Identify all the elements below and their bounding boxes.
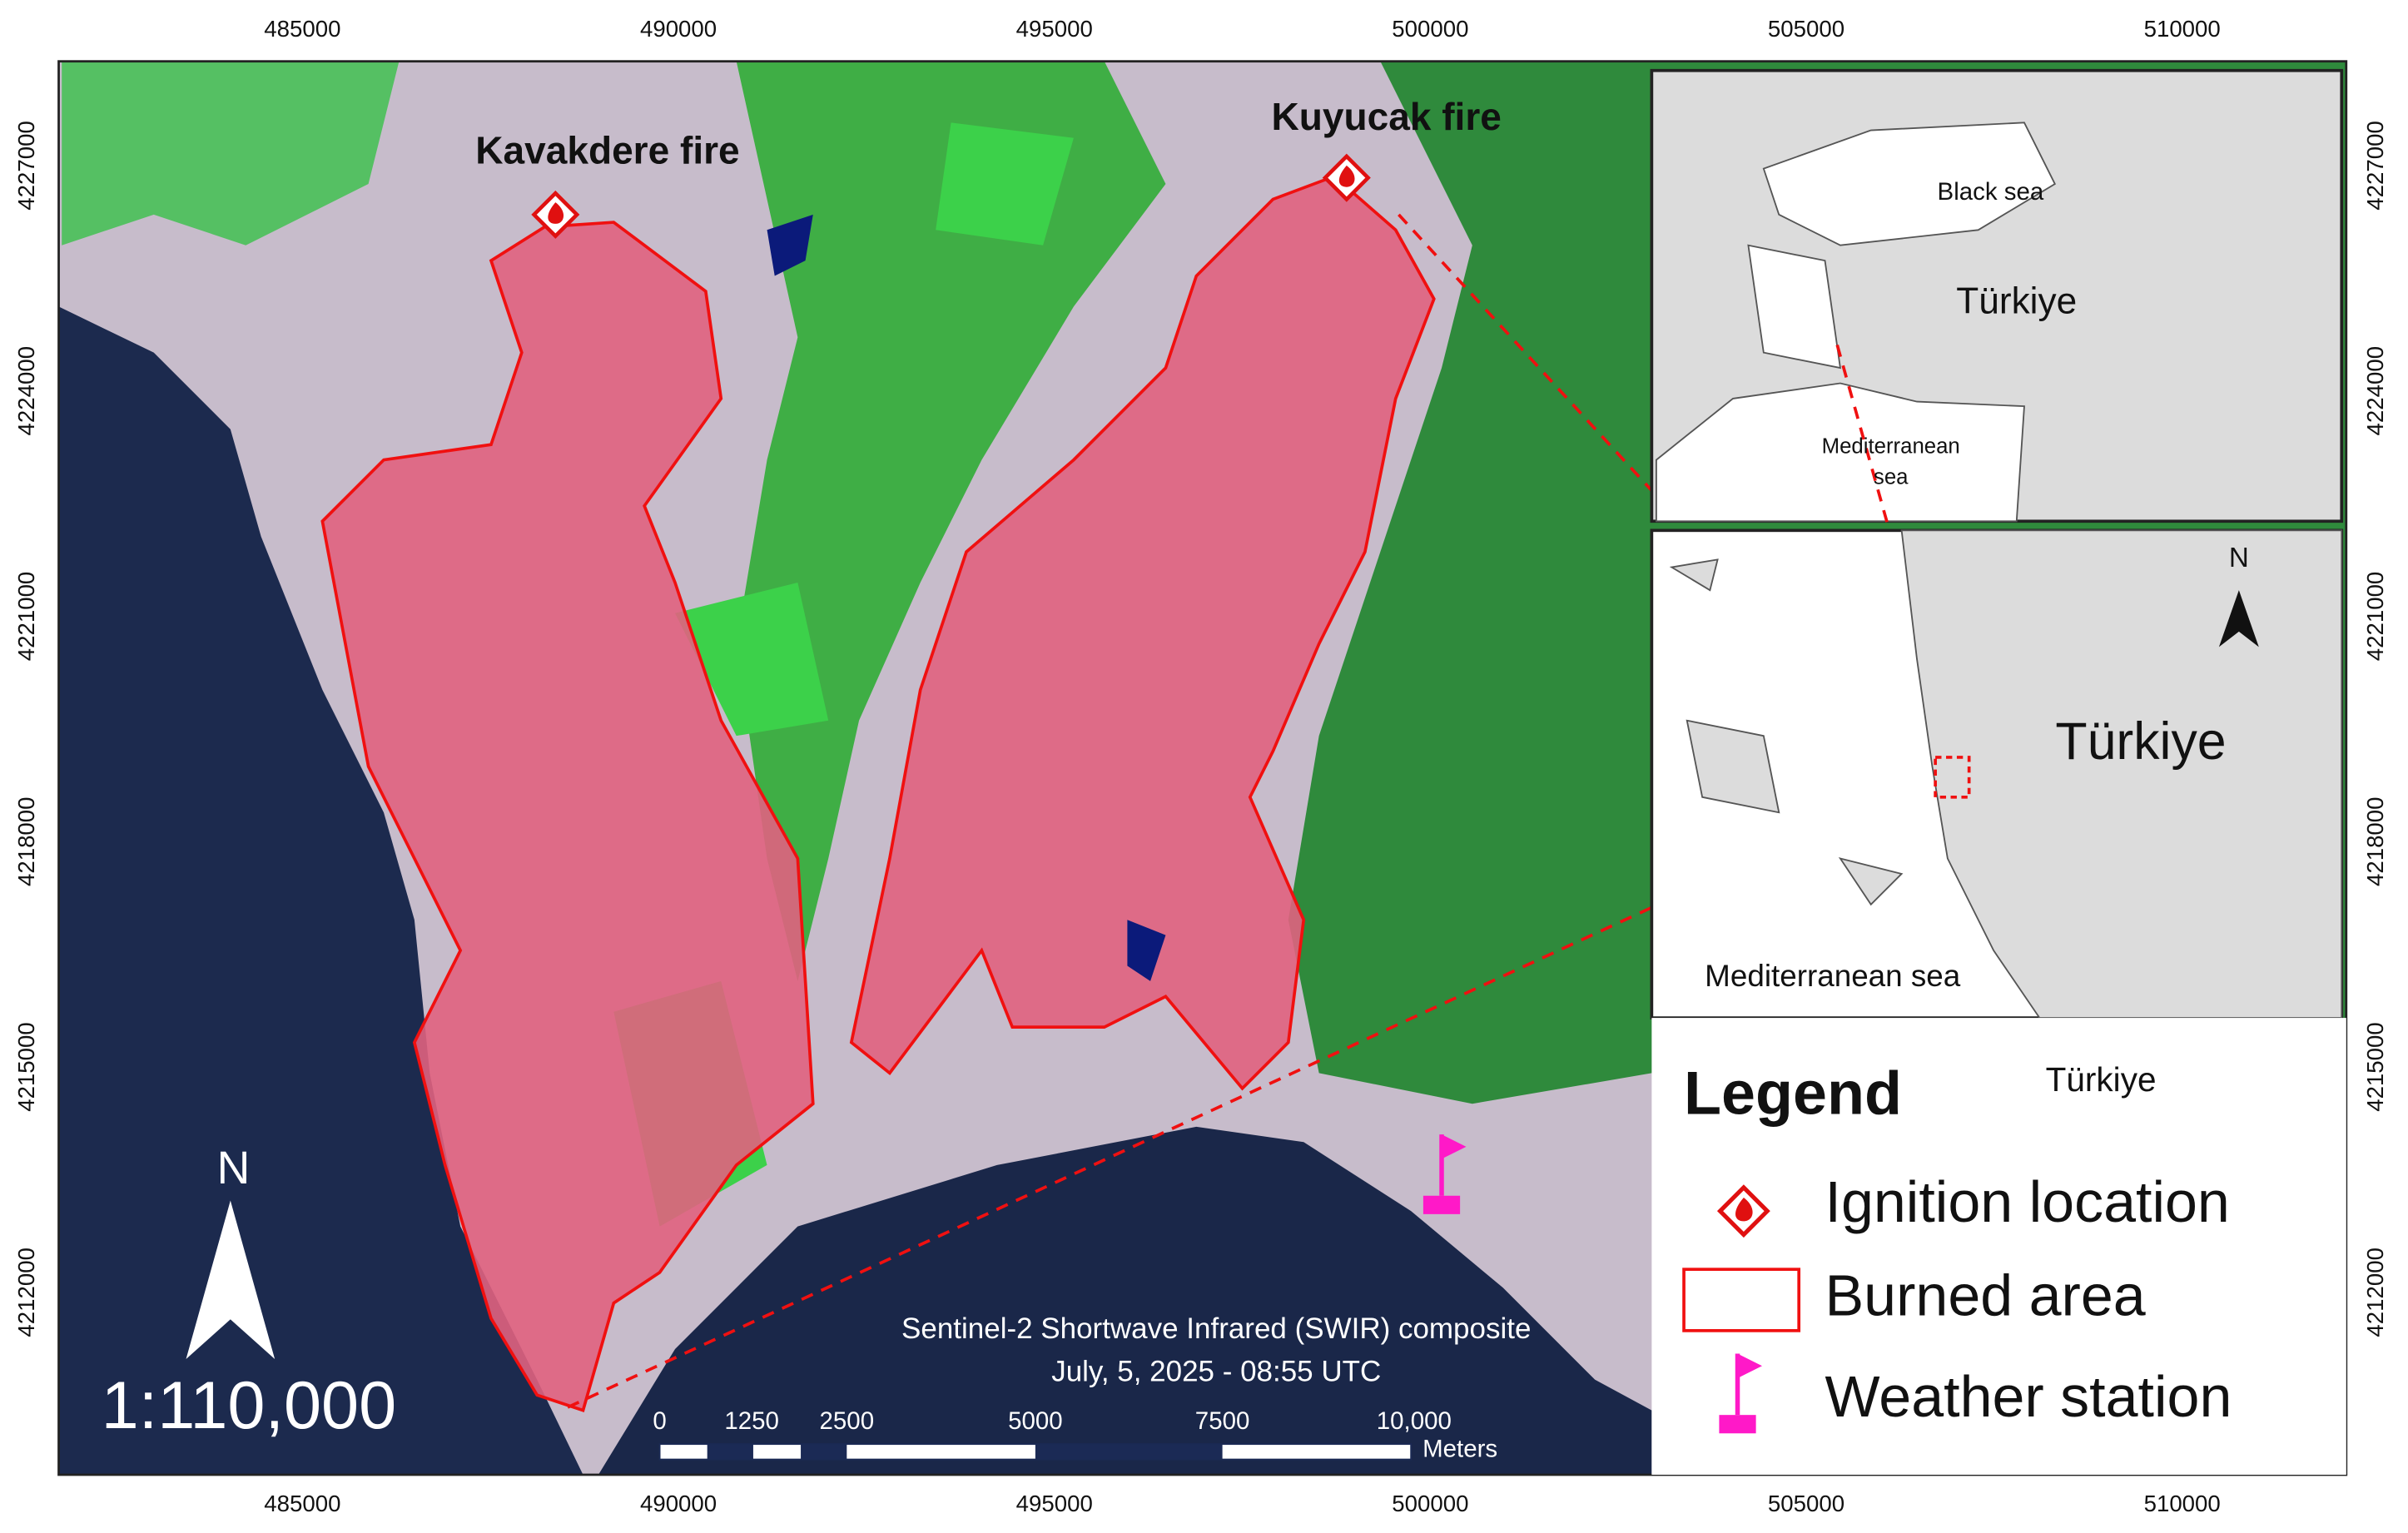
black-sea (1762, 122, 2057, 246)
forest (736, 61, 1166, 981)
legend-title: Legend (1684, 1058, 1902, 1127)
legend-burned-swatch (1682, 1268, 1801, 1332)
station-flag (1737, 1353, 1762, 1378)
station-base (1719, 1415, 1756, 1434)
station-flag (1442, 1134, 1467, 1159)
ignition-flame (1338, 165, 1355, 187)
y-coordinate: 4215000 (13, 1022, 39, 1112)
forest (62, 61, 400, 246)
dashed-line (1398, 213, 1653, 492)
legend-item: Burned area (1825, 1263, 2146, 1328)
x-coordinate: 490000 (640, 16, 717, 42)
x-coordinate: 495000 (1016, 16, 1093, 42)
x-coordinate: 510000 (2144, 16, 2221, 42)
x-coordinate: 505000 (1768, 16, 1844, 42)
north-label: N (217, 1142, 251, 1193)
y-coordinate: 4227000 (2362, 121, 2388, 211)
burned-area (320, 221, 815, 1412)
islands (1669, 558, 1904, 906)
caption: Sentinel-2 Shortwave Infrared (SWIR) com… (901, 1312, 1531, 1345)
scale-segment (801, 1444, 847, 1460)
inset-lines (567, 213, 1653, 1409)
y-coordinate: 4224000 (13, 346, 39, 436)
y-coordinate: 4221000 (2362, 572, 2388, 662)
scale-label: 1250 (724, 1407, 779, 1435)
x-coordinate: 485000 (264, 1491, 340, 1516)
x-coordinate: 485000 (264, 16, 340, 42)
y-coordinate: 4215000 (2362, 1022, 2388, 1112)
focus-box (1934, 756, 1971, 799)
scale-label: 10,000 (1377, 1407, 1452, 1435)
inset-label: sea (1874, 466, 1909, 489)
scale-label: 5000 (1008, 1407, 1063, 1435)
ignition-flame (1735, 1197, 1753, 1222)
aegean (1747, 244, 1842, 370)
x-coordinate: 500000 (1392, 16, 1468, 42)
dashed-line (567, 905, 1653, 1409)
x-coordinate: 490000 (640, 1491, 717, 1516)
y-coordinate: 4227000 (13, 121, 39, 211)
fire-label: Kavakdere fire (475, 128, 739, 171)
scale-segment (707, 1444, 753, 1460)
scale-label: 7500 (1195, 1407, 1250, 1435)
y-coordinate: 4221000 (13, 572, 39, 662)
inset-label: Türkiye (2055, 712, 2226, 771)
labels: 485000 485000 490000 490000 495000 495000 5000… (13, 16, 2388, 1516)
scale-unit: Meters (1422, 1435, 1497, 1462)
x-coordinate: 500000 (1392, 1491, 1468, 1516)
inset-label: Black sea (1938, 178, 2044, 206)
turkiye-land (1900, 529, 2343, 1020)
legend-item: Weather station (1825, 1364, 2232, 1429)
fire-label: Kuyucak fire (1271, 95, 1501, 138)
y-coordinate: 4218000 (13, 796, 39, 886)
inset-label: Mediterranean sea (1705, 959, 1961, 993)
inset-label: Mediterranean (1822, 435, 1960, 459)
scale-segments (707, 1444, 1223, 1460)
x-coordinate: 505000 (1768, 1491, 1844, 1516)
y-coordinate: 4218000 (2362, 796, 2388, 886)
x-coordinate: 510000 (2144, 1491, 2221, 1516)
map-frame (57, 60, 2348, 1476)
legend-subtitle: Türkiye (2046, 1060, 2157, 1099)
ignition-flame (548, 202, 564, 224)
scale-label: 2500 (820, 1407, 875, 1435)
mediterranean (1655, 382, 2025, 523)
sea (598, 1126, 1652, 1476)
burned-area (849, 174, 1436, 1091)
inset-label: Türkiye (1956, 280, 2077, 321)
station-base (1422, 1195, 1461, 1214)
scale-ratio: 1:110,000 (102, 1368, 396, 1443)
north-arrow (2218, 590, 2259, 647)
north-arrow (186, 1200, 276, 1359)
y-coordinate: 4212000 (13, 1248, 39, 1337)
legend-box (1651, 1018, 2346, 1476)
x-coordinate: 495000 (1016, 1491, 1093, 1516)
north-label: N (2229, 543, 2249, 573)
legend-item: Ignition location (1825, 1169, 2230, 1234)
caption: July, 5, 2025 - 08:55 UTC (1051, 1356, 1381, 1388)
scale-label: 0 (653, 1407, 666, 1435)
y-coordinate: 4224000 (2362, 346, 2388, 436)
y-coordinate: 4212000 (2362, 1248, 2388, 1337)
dashed-line (1835, 344, 1891, 531)
scale-segment (1035, 1444, 1223, 1460)
sea (58, 306, 583, 1476)
